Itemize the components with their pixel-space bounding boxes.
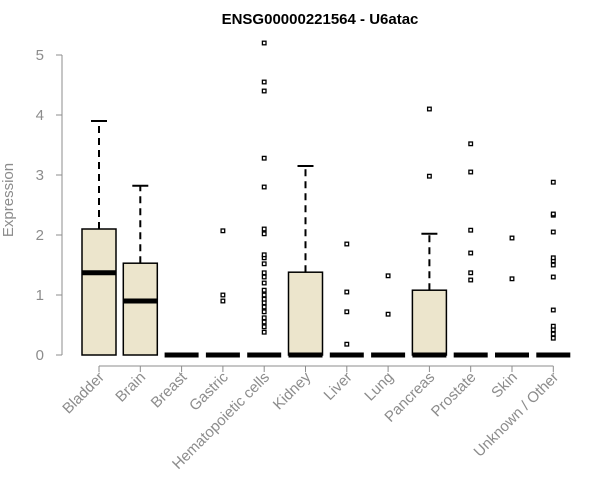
box-group	[287, 165, 324, 358]
outlier-point	[550, 335, 556, 341]
x-tick-label: Brain	[112, 369, 149, 406]
box-group	[411, 106, 448, 358]
outlier-point	[550, 262, 556, 268]
outlier-point	[261, 261, 267, 267]
outlier-point	[261, 319, 267, 325]
outlier-point	[261, 88, 267, 94]
outlier-point	[261, 315, 267, 321]
y-axis-label: Expression	[0, 163, 17, 237]
outlier-point	[261, 226, 267, 232]
x-tick-label: Prostate	[428, 369, 480, 421]
outlier-point	[261, 40, 267, 46]
outlier-point	[261, 155, 267, 161]
y-tick-label: 4	[36, 107, 44, 124]
y-tick-label: 5	[36, 47, 44, 64]
y-axis: 0 1 2 3 4 5	[36, 47, 63, 364]
box-group	[329, 241, 364, 358]
box-group	[81, 120, 117, 356]
outlier-point	[509, 235, 515, 241]
outlier-point	[468, 141, 474, 147]
outlier-point	[550, 323, 556, 329]
boxes-layer	[81, 40, 571, 358]
y-tick-label: 2	[36, 227, 44, 244]
box-iqr	[411, 289, 448, 356]
outlier-point	[261, 329, 267, 335]
outlier-point	[550, 229, 556, 235]
outlier-point	[261, 292, 267, 298]
outlier-point	[468, 169, 474, 175]
x-tick-label: Lung	[361, 369, 397, 405]
chart-title: ENSG00000221564 - U6atac	[222, 11, 419, 28]
outlier-point	[220, 228, 226, 234]
outlier-point	[468, 270, 474, 276]
x-tick-label: Skin	[488, 369, 521, 402]
outlier-point	[426, 106, 432, 112]
box-group	[495, 235, 529, 358]
outlier-point	[261, 79, 267, 85]
box-group	[536, 179, 571, 358]
outlier-point	[220, 292, 226, 298]
outlier-point	[468, 250, 474, 256]
y-tick-label: 1	[36, 287, 44, 304]
box-iqr	[122, 262, 159, 356]
box-group	[122, 184, 159, 356]
x-tick-label: Bladder	[59, 369, 108, 418]
outlier-point	[385, 273, 391, 279]
outlier-point	[550, 179, 556, 185]
outlier-point	[261, 274, 267, 280]
box-group	[453, 141, 488, 358]
outlier-point	[468, 227, 474, 233]
outlier-point	[550, 255, 556, 261]
y-tick-label: 3	[36, 167, 44, 184]
outlier-point	[344, 309, 350, 315]
box-iqr	[287, 271, 324, 356]
outlier-point	[261, 324, 267, 330]
outlier-point	[344, 289, 350, 295]
x-tick-label: Kidney	[270, 368, 315, 413]
outlier-point	[261, 280, 267, 286]
outlier-point	[344, 341, 350, 347]
box-group	[205, 228, 240, 358]
outlier-point	[261, 231, 267, 237]
outlier-point	[468, 277, 474, 283]
outlier-point	[509, 276, 515, 282]
outlier-point	[426, 173, 432, 179]
x-tick-label: Breast	[148, 368, 191, 411]
outlier-point	[261, 304, 267, 310]
box-group	[371, 273, 406, 358]
x-tick-label: Liver	[321, 369, 356, 404]
outlier-point	[261, 309, 267, 315]
outlier-point	[550, 211, 556, 217]
outlier-point	[344, 241, 350, 247]
outlier-point	[261, 287, 267, 293]
outlier-point	[261, 252, 267, 258]
y-tick-label: 0	[36, 347, 44, 364]
outlier-point	[261, 296, 267, 302]
outlier-point	[550, 307, 556, 313]
outlier-point	[220, 298, 226, 304]
outlier-point	[261, 184, 267, 190]
box-group	[247, 40, 282, 358]
outlier-point	[550, 331, 556, 337]
outlier-point	[261, 270, 267, 276]
outlier-point	[550, 274, 556, 280]
outlier-point	[385, 311, 391, 317]
box-iqr	[81, 228, 117, 356]
